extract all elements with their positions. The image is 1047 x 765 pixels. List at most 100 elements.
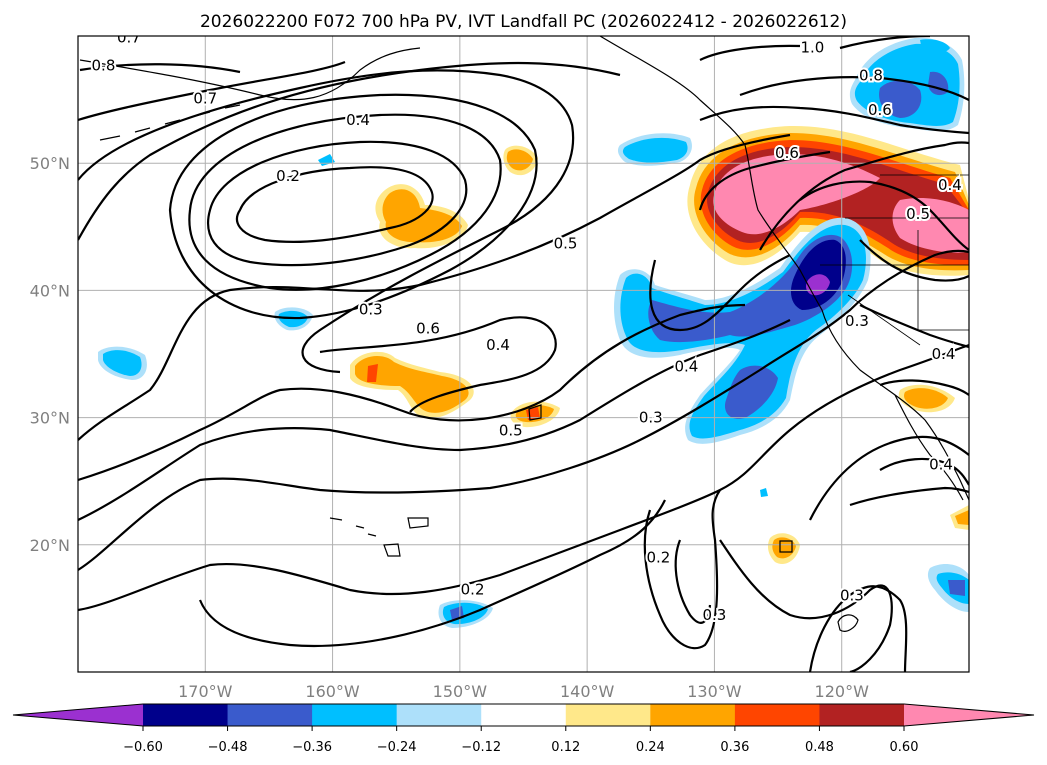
contour-line-10 (319, 316, 557, 413)
contour-line-28 (739, 76, 969, 101)
x-axis-ticks: 170°W 160°W 150°W 140°W 130°W 120°W (178, 682, 869, 701)
contour-label: 0.3 (359, 300, 383, 318)
contour-label: 0.4 (674, 358, 698, 376)
colorbar-tick-label: −0.24 (377, 740, 417, 755)
shaded-region-neg-12 (948, 580, 965, 596)
contour-labels: 0.80.70.40.20.30.60.50.40.50.40.30.20.20… (90, 28, 964, 626)
shaded-region-neg-offshore-3 (648, 234, 853, 343)
contour-line-18 (719, 539, 893, 672)
x-tick-label: 150°W (433, 682, 488, 701)
colorbar-tick-label: −0.48 (208, 740, 248, 755)
contour-label: 0.4 (486, 336, 510, 354)
shaded-region-cp-b-2 (355, 356, 469, 413)
y-tick-label: 30°N (30, 409, 70, 428)
island-3 (528, 404, 542, 421)
contour-line-27 (699, 105, 969, 135)
contour-line-2 (207, 140, 468, 267)
island-2 (837, 614, 859, 632)
contour-label: 0.3 (639, 409, 663, 427)
colorbar-tick-label: 0.60 (890, 740, 919, 755)
contour-line-32 (859, 304, 969, 349)
colorbar-tick-label: −0.36 (292, 740, 332, 755)
colorbar-segment (481, 704, 567, 726)
contour-label: 0.5 (554, 234, 578, 252)
x-tick-label: 130°W (687, 682, 742, 701)
contour-label: 0.6 (416, 320, 440, 338)
axes-frame (77, 35, 970, 673)
contour-line-7 (78, 60, 346, 122)
island-hawaii-1 (407, 517, 429, 529)
coastlines (79, 36, 969, 632)
coastline-north-america (599, 36, 969, 501)
contour-line-22 (849, 486, 969, 507)
contour-line-1 (235, 166, 434, 244)
colorbar: −0.60 −0.48 −0.36 −0.24 −0.12 0.12 0.24 0.36 0.4… (12, 703, 1035, 755)
colorbar-extend-high (904, 704, 1034, 726)
contour-label: 1.0 (801, 38, 825, 56)
contour-line-9 (78, 133, 791, 441)
colorbar-segment (143, 704, 229, 726)
contour-line-21 (879, 457, 969, 486)
y-tick-label: 20°N (30, 536, 70, 555)
colorbar-tick-label: 0.24 (636, 740, 665, 755)
shaded-region-small-5 (506, 149, 533, 171)
contour-line-15 (198, 499, 666, 648)
contour-line-25 (649, 254, 791, 332)
contour-line-26 (799, 180, 969, 251)
shaded-region-neg-2 (622, 137, 688, 163)
contour-label: 0.7 (117, 28, 141, 46)
contour-label: 0.4 (929, 456, 953, 474)
colorbar-segment (396, 704, 482, 726)
colorbar-segment (734, 704, 820, 726)
contour-label: 0.4 (346, 111, 370, 129)
chart-title: 2026022200 F072 700 hPa PV, IVT Landfall… (200, 12, 847, 32)
shaded-region-small-11 (955, 510, 969, 525)
contour-line-33 (879, 379, 969, 396)
contour-label: 0.6 (775, 144, 799, 162)
contour-label: 0.6 (868, 101, 892, 119)
contour-label: 0.3 (845, 312, 869, 330)
contour-label: 0.5 (906, 205, 930, 223)
shaded-region-neg-bc-5 (920, 39, 950, 54)
shaded-region-small-7 (772, 537, 796, 559)
colorbar-segment (650, 704, 736, 726)
shaded-region-neg-south-1 (724, 365, 778, 419)
contour-label: 0.2 (646, 549, 670, 567)
island-hawaii-2 (383, 543, 401, 557)
contour-label: 0.3 (702, 606, 726, 624)
contour-label: 0.4 (932, 345, 956, 363)
colorbar-tick-label: 0.48 (805, 740, 834, 755)
shaded-region-neg-14 (760, 488, 768, 497)
island-1 (779, 540, 793, 553)
colorbar-tick-label: −0.12 (461, 740, 501, 755)
shaded-region-neg-4 (103, 350, 142, 376)
x-tick-label: 160°W (305, 682, 360, 701)
contour-line-4 (168, 93, 538, 320)
shaded-region-inland-core (892, 198, 969, 253)
contour-line-29 (699, 44, 801, 61)
coastline-alaska (79, 47, 421, 101)
contour-line-20 (809, 435, 969, 521)
shaded-region-small-9 (904, 388, 948, 409)
contour-line-6 (78, 61, 621, 241)
x-tick-label: 120°W (815, 682, 870, 701)
contour-line-8 (79, 63, 241, 74)
state-border-1 (820, 174, 969, 346)
x-tick-label: 140°W (560, 682, 615, 701)
contour-label: 0.5 (499, 421, 523, 439)
contour-line-24 (698, 150, 831, 211)
colorbar-segment (312, 704, 398, 726)
island-hawaii-3 (329, 517, 377, 537)
colorbar-segment (227, 704, 313, 726)
contour-line-23 (759, 141, 969, 251)
contour-line-11 (78, 303, 746, 482)
contour-line-19 (808, 585, 908, 672)
contour-line-17 (674, 539, 712, 624)
coastline-aleutians (99, 104, 241, 141)
x-tick-label: 170°W (178, 682, 233, 701)
y-tick-label: 50°N (30, 154, 70, 173)
shaded-region-cp-b-3 (367, 364, 378, 382)
colorbar-tick-label: 0.12 (551, 740, 580, 755)
map-area: 0.80.70.40.20.30.60.50.40.50.40.30.20.20… (78, 28, 969, 672)
